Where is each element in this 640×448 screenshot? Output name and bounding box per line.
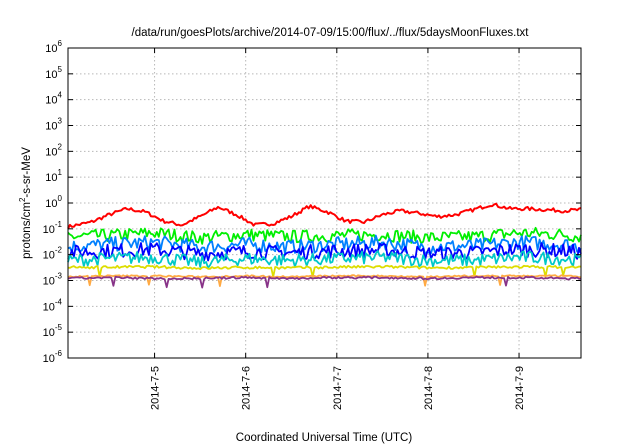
chart-title: /data/run/goesPlots/archive/2014-07-09/1… (132, 27, 530, 39)
y-tick-label: 10-1 (43, 220, 63, 236)
series-line (67, 226, 582, 245)
x-tick-label: 2014-7-8 (423, 366, 435, 410)
y-tick-label: 102 (45, 142, 62, 158)
y-tick-label: 104 (45, 91, 62, 107)
y-tick-label: 10-3 (43, 272, 63, 288)
x-tick-label: 2014-7-7 (332, 366, 344, 410)
x-axis-label: Coordinated Universal Time (UTC) (236, 432, 413, 444)
series-line (67, 264, 582, 278)
series-line (67, 274, 581, 288)
series-line (67, 202, 582, 230)
series-line (67, 242, 582, 262)
x-tick-label: 2014-7-5 (150, 366, 162, 410)
y-axis-ticks: 10-6 10-5 10-4 10-3 10-2 10-1 100 101 102 103 104 1… (43, 39, 581, 365)
y-tick-label: 106 (45, 39, 62, 55)
x-tick-label: 2014-7-9 (514, 366, 526, 410)
y-tick-label: 100 (45, 194, 62, 210)
series-line (67, 234, 582, 255)
y-axis-label: protons/cm2-s-sr-MeV (18, 147, 33, 259)
y-tick-label: 101 (45, 168, 62, 184)
y-tick-label: 10-2 (43, 246, 63, 262)
y-tick-label: 105 (45, 65, 62, 81)
series-group (67, 202, 582, 289)
x-axis-ticks: 2014-7-5 2014-7-6 2014-7-7 2014-7-8 2014-7-9 (150, 48, 526, 410)
x-tick-label: 2014-7-6 (241, 366, 253, 410)
y-tick-label: 10-6 (43, 349, 63, 365)
grid (68, 48, 581, 358)
y-tick-label: 103 (45, 117, 62, 133)
series-line (67, 250, 582, 269)
y-tick-label: 10-4 (43, 297, 63, 313)
y-tick-label: 10-5 (43, 323, 63, 339)
series-line (67, 275, 582, 289)
